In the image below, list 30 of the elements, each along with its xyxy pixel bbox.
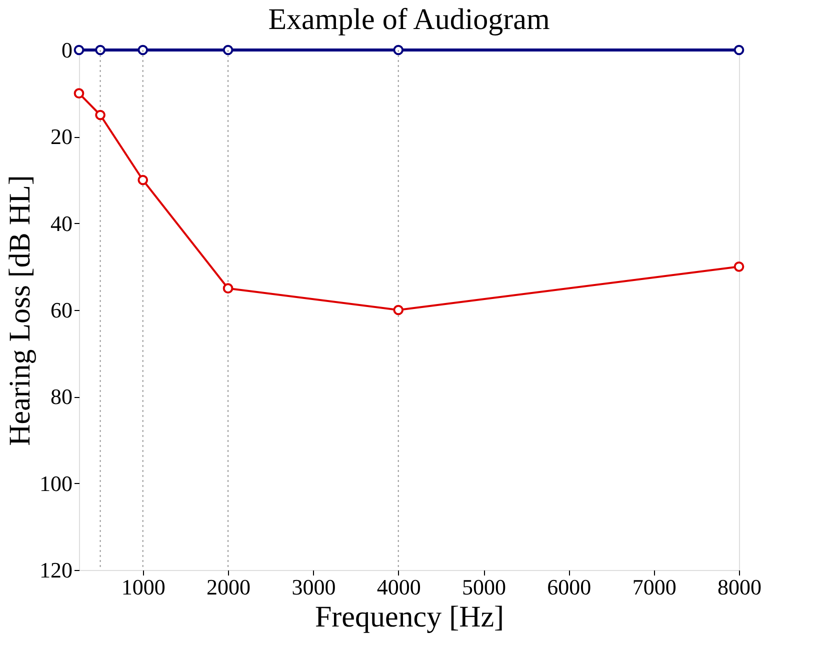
point	[138, 174, 148, 186]
x-tick-label: 2000	[206, 574, 251, 600]
point	[74, 88, 84, 99]
y-tick-label: 0	[62, 38, 72, 62]
y-tick-label: 60	[50, 298, 72, 322]
point	[222, 44, 234, 56]
point	[95, 110, 106, 120]
point	[393, 44, 404, 56]
x-tick-label: 8000	[718, 574, 762, 600]
y-tick-label: 40	[50, 210, 72, 236]
y-tick-label: 20	[50, 124, 72, 150]
point	[734, 261, 744, 272]
x-tick-label: 3000	[292, 574, 336, 600]
y-axis-title: Hearing Loss [dB HL]	[4, 175, 36, 446]
x-tick-label: 7000	[632, 574, 676, 600]
y-tick-label: 80	[50, 384, 72, 410]
y-tick-label: 100	[40, 470, 72, 496]
point	[95, 44, 106, 56]
point	[74, 44, 84, 56]
point	[138, 44, 148, 56]
x-tick-label: 6000	[547, 574, 592, 600]
x-tick-label: 1000	[121, 574, 166, 600]
point	[734, 44, 744, 56]
chart-title: Example of Audiogram	[268, 3, 550, 36]
x-tick-label: 5000	[462, 574, 506, 600]
x-tick-label: 4000	[376, 574, 421, 600]
x-axis-title: Frequency [Hz]	[314, 600, 504, 634]
y-tick-label: 120	[40, 558, 72, 582]
point	[222, 283, 234, 294]
point	[393, 304, 404, 316]
